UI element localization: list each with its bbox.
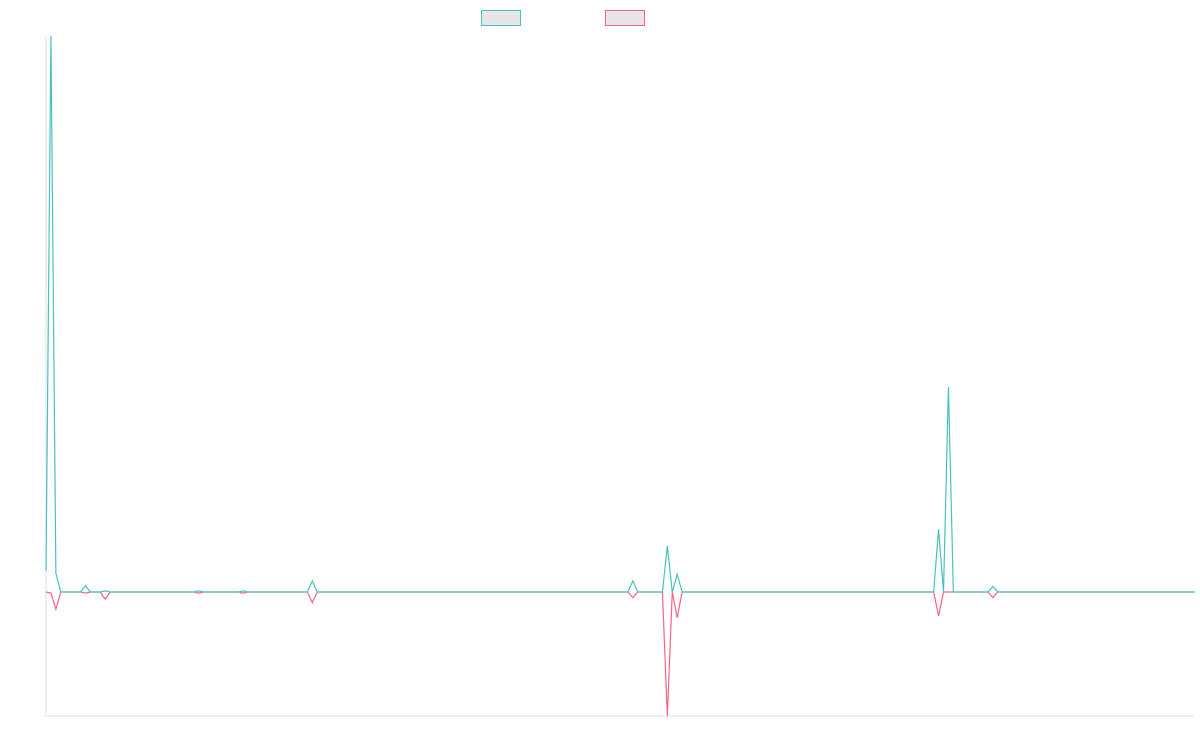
axes bbox=[45, 36, 1195, 717]
series-line-1 bbox=[45, 591, 1195, 717]
legend-swatch-1[interactable] bbox=[605, 10, 645, 26]
series-line-0 bbox=[45, 35, 1195, 593]
series-lines bbox=[45, 35, 1195, 717]
legend-swatch-0[interactable] bbox=[481, 10, 521, 26]
legend bbox=[481, 10, 645, 26]
